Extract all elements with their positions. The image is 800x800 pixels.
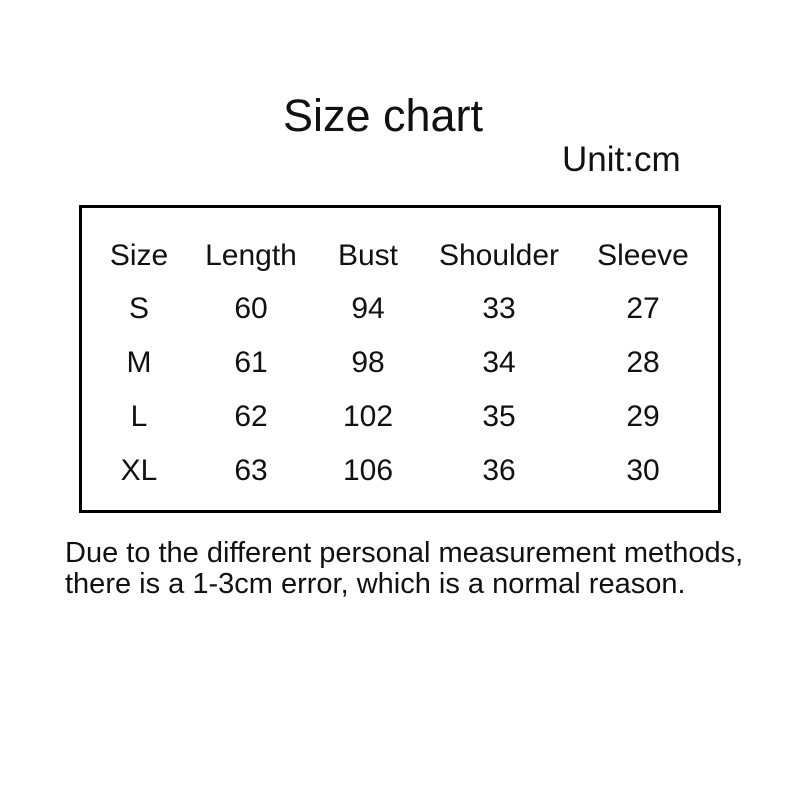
footer-line-1: Due to the different personal measuremen…: [65, 537, 744, 569]
table-cell: 102: [342, 400, 394, 433]
table-cell: 34: [482, 346, 516, 379]
table-cell: L: [130, 400, 148, 433]
table-cell: 98: [351, 346, 385, 379]
table-cell: 60: [234, 292, 268, 325]
table-row: XL 63 106 36 30: [82, 444, 718, 498]
table-cell: 61: [234, 346, 268, 379]
table-cell: M: [126, 346, 152, 379]
table-cell: 29: [626, 400, 660, 433]
table-cell: 62: [234, 400, 268, 433]
table-row: L 62 102 35 29: [82, 390, 718, 444]
column-header-shoulder: Shoulder: [438, 239, 560, 272]
table-cell: 94: [351, 292, 385, 325]
table-cell: 28: [626, 346, 660, 379]
table-header-row: Size Length Bust Shoulder Sleeve: [82, 230, 718, 282]
column-header-length: Length: [205, 239, 297, 272]
table-cell: 33: [482, 292, 516, 325]
table-cell: 35: [482, 400, 516, 433]
table-row: S 60 94 33 27: [82, 282, 718, 336]
unit-label: Unit:cm: [562, 140, 681, 179]
page-title: Size chart: [282, 90, 484, 141]
column-header-sleeve: Sleeve: [597, 239, 689, 272]
column-header-bust: Bust: [337, 239, 399, 272]
table-cell: 30: [626, 454, 660, 487]
size-table-box: Size Length Bust Shoulder Sleeve S 60 94 33…: [79, 205, 721, 513]
table-row: M 61 98 34 28: [82, 336, 718, 390]
table-cell: 36: [482, 454, 516, 487]
table-cell: 106: [342, 454, 394, 487]
table-cell: S: [128, 292, 149, 325]
size-table: Size Length Bust Shoulder Sleeve S 60 94 33…: [82, 230, 718, 498]
table-cell: 63: [234, 454, 268, 487]
footer-line-2: there is a 1-3cm error, which is a norma…: [65, 568, 686, 600]
footer-note: Due to the different personal measuremen…: [65, 538, 765, 600]
table-cell: XL: [120, 454, 158, 487]
table-cell: 27: [626, 292, 660, 325]
column-header-size: Size: [109, 239, 169, 272]
